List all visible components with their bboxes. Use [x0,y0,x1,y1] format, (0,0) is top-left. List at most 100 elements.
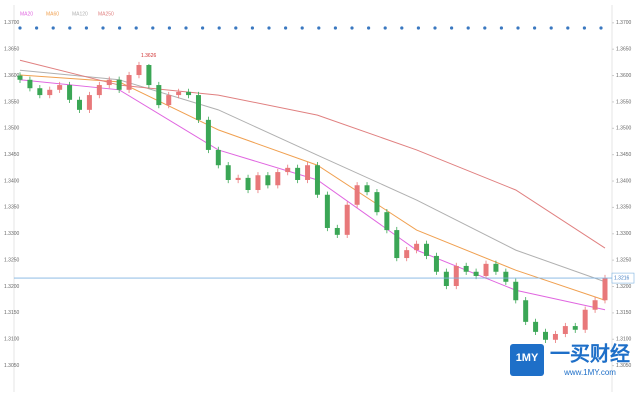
event-dot [217,26,221,30]
y-tick-label: 1.3500 [4,126,20,132]
candle-body [215,149,221,166]
y-tick-label: 1.3450 [616,152,632,158]
event-dot [167,26,171,30]
event-dot [184,26,188,30]
candle-body [384,212,390,231]
event-dot [51,26,55,30]
y-tick-label: 1.3300 [4,231,20,237]
event-dot [201,26,205,30]
event-dot [516,26,520,30]
event-dot [533,26,537,30]
legend-entry: MA250 [98,11,114,17]
event-dot [134,26,138,30]
y-tick-label: 1.3200 [4,284,20,290]
event-dot [284,26,288,30]
candle-body [285,167,291,173]
candle-body [543,331,549,340]
event-dot [118,26,122,30]
candle-body [295,167,301,180]
candle-body [106,79,112,86]
candle-body [166,95,172,106]
event-dot [68,26,72,30]
candle-body [414,243,420,251]
candle-body [443,271,449,286]
y-tick-label: 1.3300 [616,231,632,237]
y-tick-label: 1.3500 [616,126,632,132]
event-dot [84,26,88,30]
event-dot [350,26,354,30]
candle-body [394,230,400,259]
candle-body [67,85,73,100]
peak-label: 1.3626 [141,53,157,59]
brand: 一买财经 [550,342,630,366]
candle-body [334,227,340,235]
candle-body [503,271,509,282]
candle-body [186,91,192,96]
event-dot [383,26,387,30]
candle-body [126,75,132,90]
candle-body [404,250,410,259]
event-markers [18,26,603,30]
y-tick-label: 1.3100 [616,337,632,343]
y-tick-label: 1.3350 [4,205,20,211]
y-tick-label: 1.3400 [616,178,632,184]
candle-body [305,165,311,180]
candle-body [205,119,211,150]
event-dot [101,26,105,30]
candle-body [453,265,459,286]
event-dot [416,26,420,30]
y-tick-label: 1.3600 [4,73,20,79]
y-tick-label: 1.3700 [616,20,632,26]
candle-body [582,309,588,330]
candle-body [523,300,529,322]
candle-body [374,192,380,213]
logo-box [510,344,544,376]
y-tick-label: 1.3100 [4,337,20,343]
y-tick-label: 1.3450 [4,152,20,158]
event-dot [599,26,603,30]
y-tick-label: 1.3550 [4,99,20,105]
url: www.1MY.com [563,368,616,377]
event-dot [499,26,503,30]
candle-body [433,255,439,272]
y-tick-label: 1.3350 [616,205,632,211]
candle-body [17,75,23,80]
candle-body [235,177,241,180]
y-tick-label: 1.3600 [616,73,632,79]
candle-body [344,204,350,235]
candle-body [552,333,558,340]
candle-body [572,326,578,330]
candle-body [37,88,43,96]
candle-body [47,89,53,96]
candle-body [602,278,608,301]
y-tick-label: 1.3650 [4,47,20,53]
event-dot [18,26,22,30]
event-dot [582,26,587,30]
candle-body [533,321,539,332]
y-tick-label: 1.3150 [616,310,632,316]
candle-body [176,91,182,96]
y-tick-label: 1.3050 [616,363,632,369]
event-dot [234,26,238,30]
candle-body [76,99,82,110]
candle-body [592,300,598,310]
candle-body [86,95,92,110]
watermark: 1MY 一买财经 www.1MY.com [510,342,630,377]
candle-body [493,263,499,272]
candle-body [255,175,261,191]
candle-body [275,172,281,186]
candle-body [27,79,33,89]
event-dot [267,26,271,30]
y-tick-label: 1.3050 [4,363,20,369]
candle-body [57,85,63,90]
event-dot [300,26,304,30]
y-tick-label: 1.3200 [616,284,632,290]
candle-body [136,65,142,76]
legend-entry: MA120 [72,11,88,17]
event-dot [333,26,337,30]
event-dot [450,26,454,30]
candle-body [463,265,469,272]
candle-body [562,326,568,334]
candle-body [314,165,320,195]
